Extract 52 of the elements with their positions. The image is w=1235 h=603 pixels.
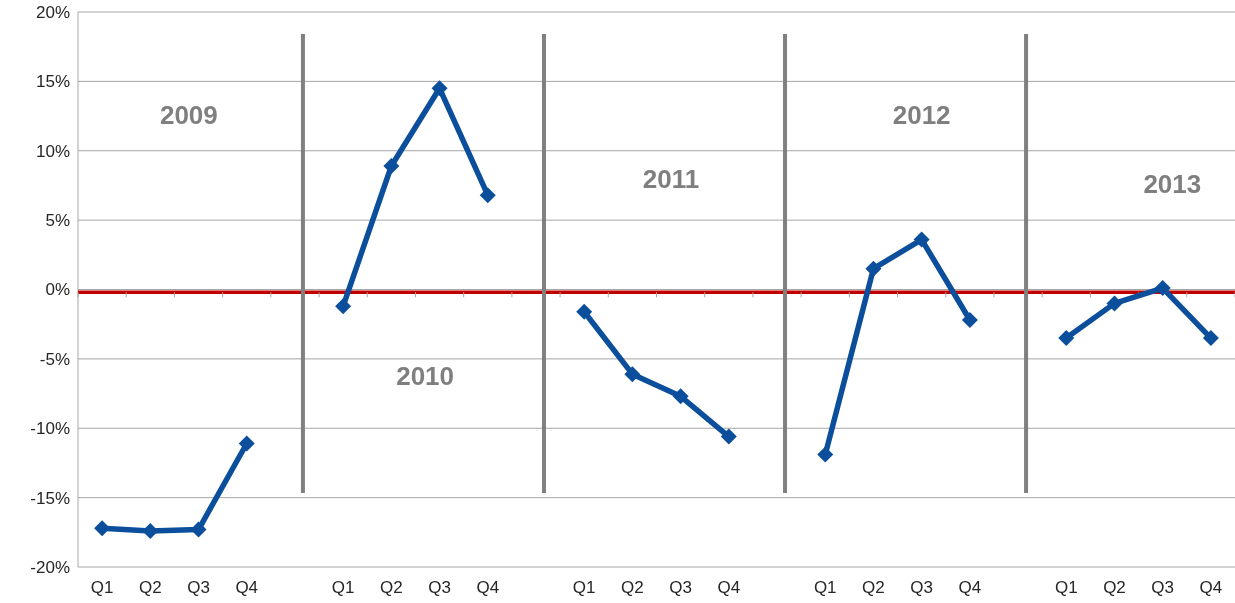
- annotation: 2012: [892, 100, 951, 131]
- x-tick-label: Q4: [717, 578, 741, 597]
- point: [672, 388, 689, 405]
- x-tick-label: Q4: [1199, 578, 1223, 597]
- point: [1058, 330, 1075, 347]
- point: [1106, 295, 1123, 312]
- annotation: 2010: [396, 361, 455, 392]
- x-tick-label: Q4: [476, 578, 500, 597]
- annotation: 2009: [159, 100, 218, 131]
- x-tick-label: Q2: [380, 578, 403, 597]
- point: [961, 312, 978, 329]
- x-tick-label: Q4: [235, 578, 259, 597]
- x-tick-label: Q1: [1054, 578, 1078, 597]
- x-tick-label: Q3: [669, 578, 692, 597]
- y-tick-label: 0%: [45, 280, 70, 300]
- x-tick-label: Q2: [862, 578, 885, 597]
- x-tick-label: Q1: [90, 578, 114, 597]
- y-tick-label: -15%: [30, 488, 70, 508]
- point: [1154, 280, 1171, 297]
- point: [865, 260, 882, 277]
- point: [1202, 330, 1219, 347]
- point: [913, 231, 930, 248]
- point: [479, 187, 496, 204]
- x-tick-label: Q3: [910, 578, 933, 597]
- point: [720, 428, 737, 445]
- point: [383, 158, 400, 175]
- point: [576, 303, 593, 320]
- y-tick-label: -5%: [39, 349, 70, 369]
- x-tick-label: Q3: [428, 578, 451, 597]
- y-tick-label: 10%: [35, 141, 70, 161]
- x-tick-label: Q1: [331, 578, 355, 597]
- y-tick-label: 5%: [45, 211, 70, 231]
- x-tick-label: Q3: [1151, 578, 1175, 597]
- point: [238, 435, 255, 452]
- y-tick-label: 15%: [35, 72, 70, 92]
- annotation: 2013: [1143, 169, 1202, 200]
- y-tick-label: -20%: [30, 557, 70, 577]
- x-tick-label: Q2: [621, 578, 644, 597]
- y-tick-label: 20%: [35, 2, 70, 22]
- x-tick-label: Q1: [572, 578, 596, 597]
- annotation: 2011: [642, 164, 700, 195]
- point: [142, 522, 159, 539]
- x-tick-label: Q4: [958, 578, 982, 597]
- x-tick-label: Q3: [187, 578, 210, 597]
- point: [431, 80, 448, 97]
- point: [624, 366, 641, 383]
- y-tick-label: -10%: [30, 419, 70, 439]
- x-tick-label: Q1: [813, 578, 837, 597]
- x-tick-label: Q2: [1103, 578, 1126, 597]
- x-tick-label: Q2: [138, 578, 162, 597]
- point: [817, 446, 834, 463]
- point: [335, 298, 352, 315]
